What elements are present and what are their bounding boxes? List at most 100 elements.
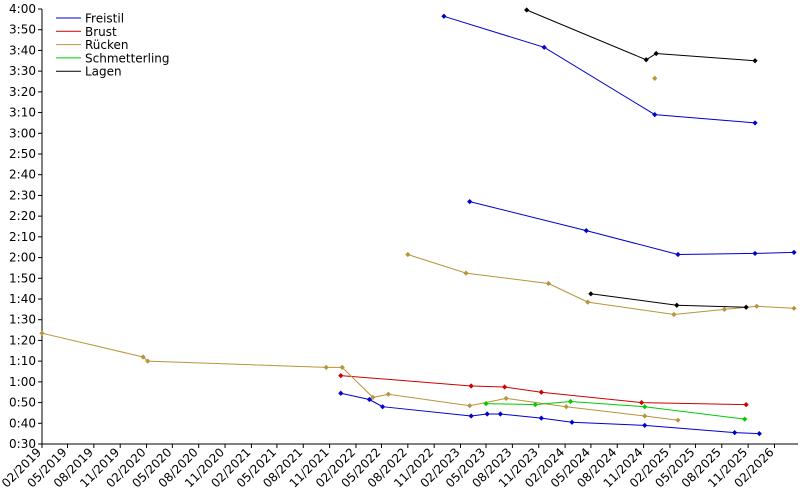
series-freistil	[338, 13, 797, 437]
data-point	[675, 251, 681, 258]
data-point	[541, 44, 547, 50]
data-point	[497, 411, 503, 417]
data-point	[754, 303, 760, 309]
data-point	[752, 250, 758, 257]
legend-label: Brust	[85, 25, 117, 39]
y-tick-label: 2:50	[9, 147, 36, 161]
data-point	[467, 403, 473, 409]
y-tick-label: 3:30	[9, 64, 36, 78]
data-point	[653, 50, 659, 57]
y-tick-label: 1:30	[9, 313, 36, 327]
y-tick-label: 1:50	[9, 271, 36, 285]
data-point	[338, 373, 344, 379]
series-brust	[338, 373, 749, 408]
data-point	[752, 58, 758, 64]
data-point	[583, 228, 589, 234]
data-point	[385, 391, 391, 397]
data-point	[732, 430, 738, 436]
y-tick-label: 4:00	[9, 2, 36, 16]
data-point	[145, 358, 151, 364]
data-point	[642, 404, 648, 410]
series-line	[469, 201, 795, 256]
data-point	[791, 249, 797, 255]
series-lagen	[524, 7, 758, 310]
data-point	[588, 291, 594, 297]
series-schmetterling	[483, 398, 748, 422]
data-point	[567, 398, 574, 405]
data-point	[743, 304, 749, 310]
data-point	[743, 402, 749, 408]
legend-label: Lagen	[85, 65, 122, 79]
series-line	[340, 375, 747, 406]
y-tick-label: 0:40	[9, 416, 36, 430]
y-tick-label: 1:10	[9, 354, 36, 368]
data-point	[756, 431, 762, 437]
legend-label: Freistil	[85, 12, 124, 26]
data-point	[791, 305, 797, 311]
y-tick-label: 2:40	[9, 168, 36, 182]
y-tick-label: 3:10	[9, 106, 36, 120]
data-point	[524, 7, 530, 13]
data-point	[366, 396, 373, 403]
data-point	[370, 394, 376, 400]
data-point	[532, 402, 538, 408]
series-line	[590, 293, 747, 308]
y-tick-label: 3:40	[9, 43, 36, 57]
data-point	[405, 251, 411, 258]
data-point	[643, 57, 649, 63]
data-point	[563, 404, 569, 410]
data-point	[140, 354, 146, 360]
data-point	[468, 383, 474, 389]
data-point	[674, 302, 680, 308]
data-point	[742, 416, 748, 422]
y-tick-label: 1:40	[9, 292, 36, 306]
data-point	[484, 411, 490, 417]
data-point	[339, 364, 345, 370]
series-line	[526, 9, 756, 62]
series-line	[443, 15, 756, 124]
y-tick-label: 2:10	[9, 230, 36, 244]
y-tick-label: 3:50	[9, 23, 36, 37]
data-point	[538, 415, 544, 421]
data-point	[545, 280, 552, 287]
y-tick-label: 2:00	[9, 251, 36, 265]
data-point	[752, 120, 758, 126]
y-tick-label: 0:30	[9, 437, 36, 451]
series-rücken	[39, 75, 797, 423]
data-point	[483, 401, 489, 407]
y-tick-label: 0:50	[9, 396, 36, 410]
data-point	[463, 270, 469, 276]
y-tick-label: 3:00	[9, 126, 36, 140]
data-point	[323, 364, 329, 370]
data-point	[652, 75, 658, 81]
data-point	[652, 112, 658, 118]
data-point	[642, 422, 648, 428]
y-tick-label: 1:20	[9, 333, 36, 347]
data-point	[502, 384, 508, 390]
data-point	[638, 399, 645, 406]
data-point	[585, 299, 591, 305]
data-point	[721, 306, 727, 312]
data-point	[675, 417, 681, 423]
data-point	[569, 419, 575, 425]
data-point	[468, 413, 474, 419]
data-point	[441, 13, 447, 19]
y-tick-label: 3:20	[9, 85, 36, 99]
y-tick-label: 1:00	[9, 375, 36, 389]
data-point	[671, 311, 677, 318]
legend-label: Rücken	[85, 38, 129, 52]
series-layer	[39, 7, 797, 437]
data-point	[338, 390, 344, 396]
legend-label: Schmetterling	[85, 51, 170, 65]
data-point	[39, 330, 45, 336]
series-line	[407, 254, 795, 316]
y-tick-label: 2:30	[9, 188, 36, 202]
data-point	[538, 389, 544, 395]
data-point	[467, 199, 473, 205]
data-point	[503, 395, 509, 402]
data-point	[380, 404, 386, 410]
data-point	[642, 413, 648, 419]
y-tick-label: 2:20	[9, 209, 36, 223]
